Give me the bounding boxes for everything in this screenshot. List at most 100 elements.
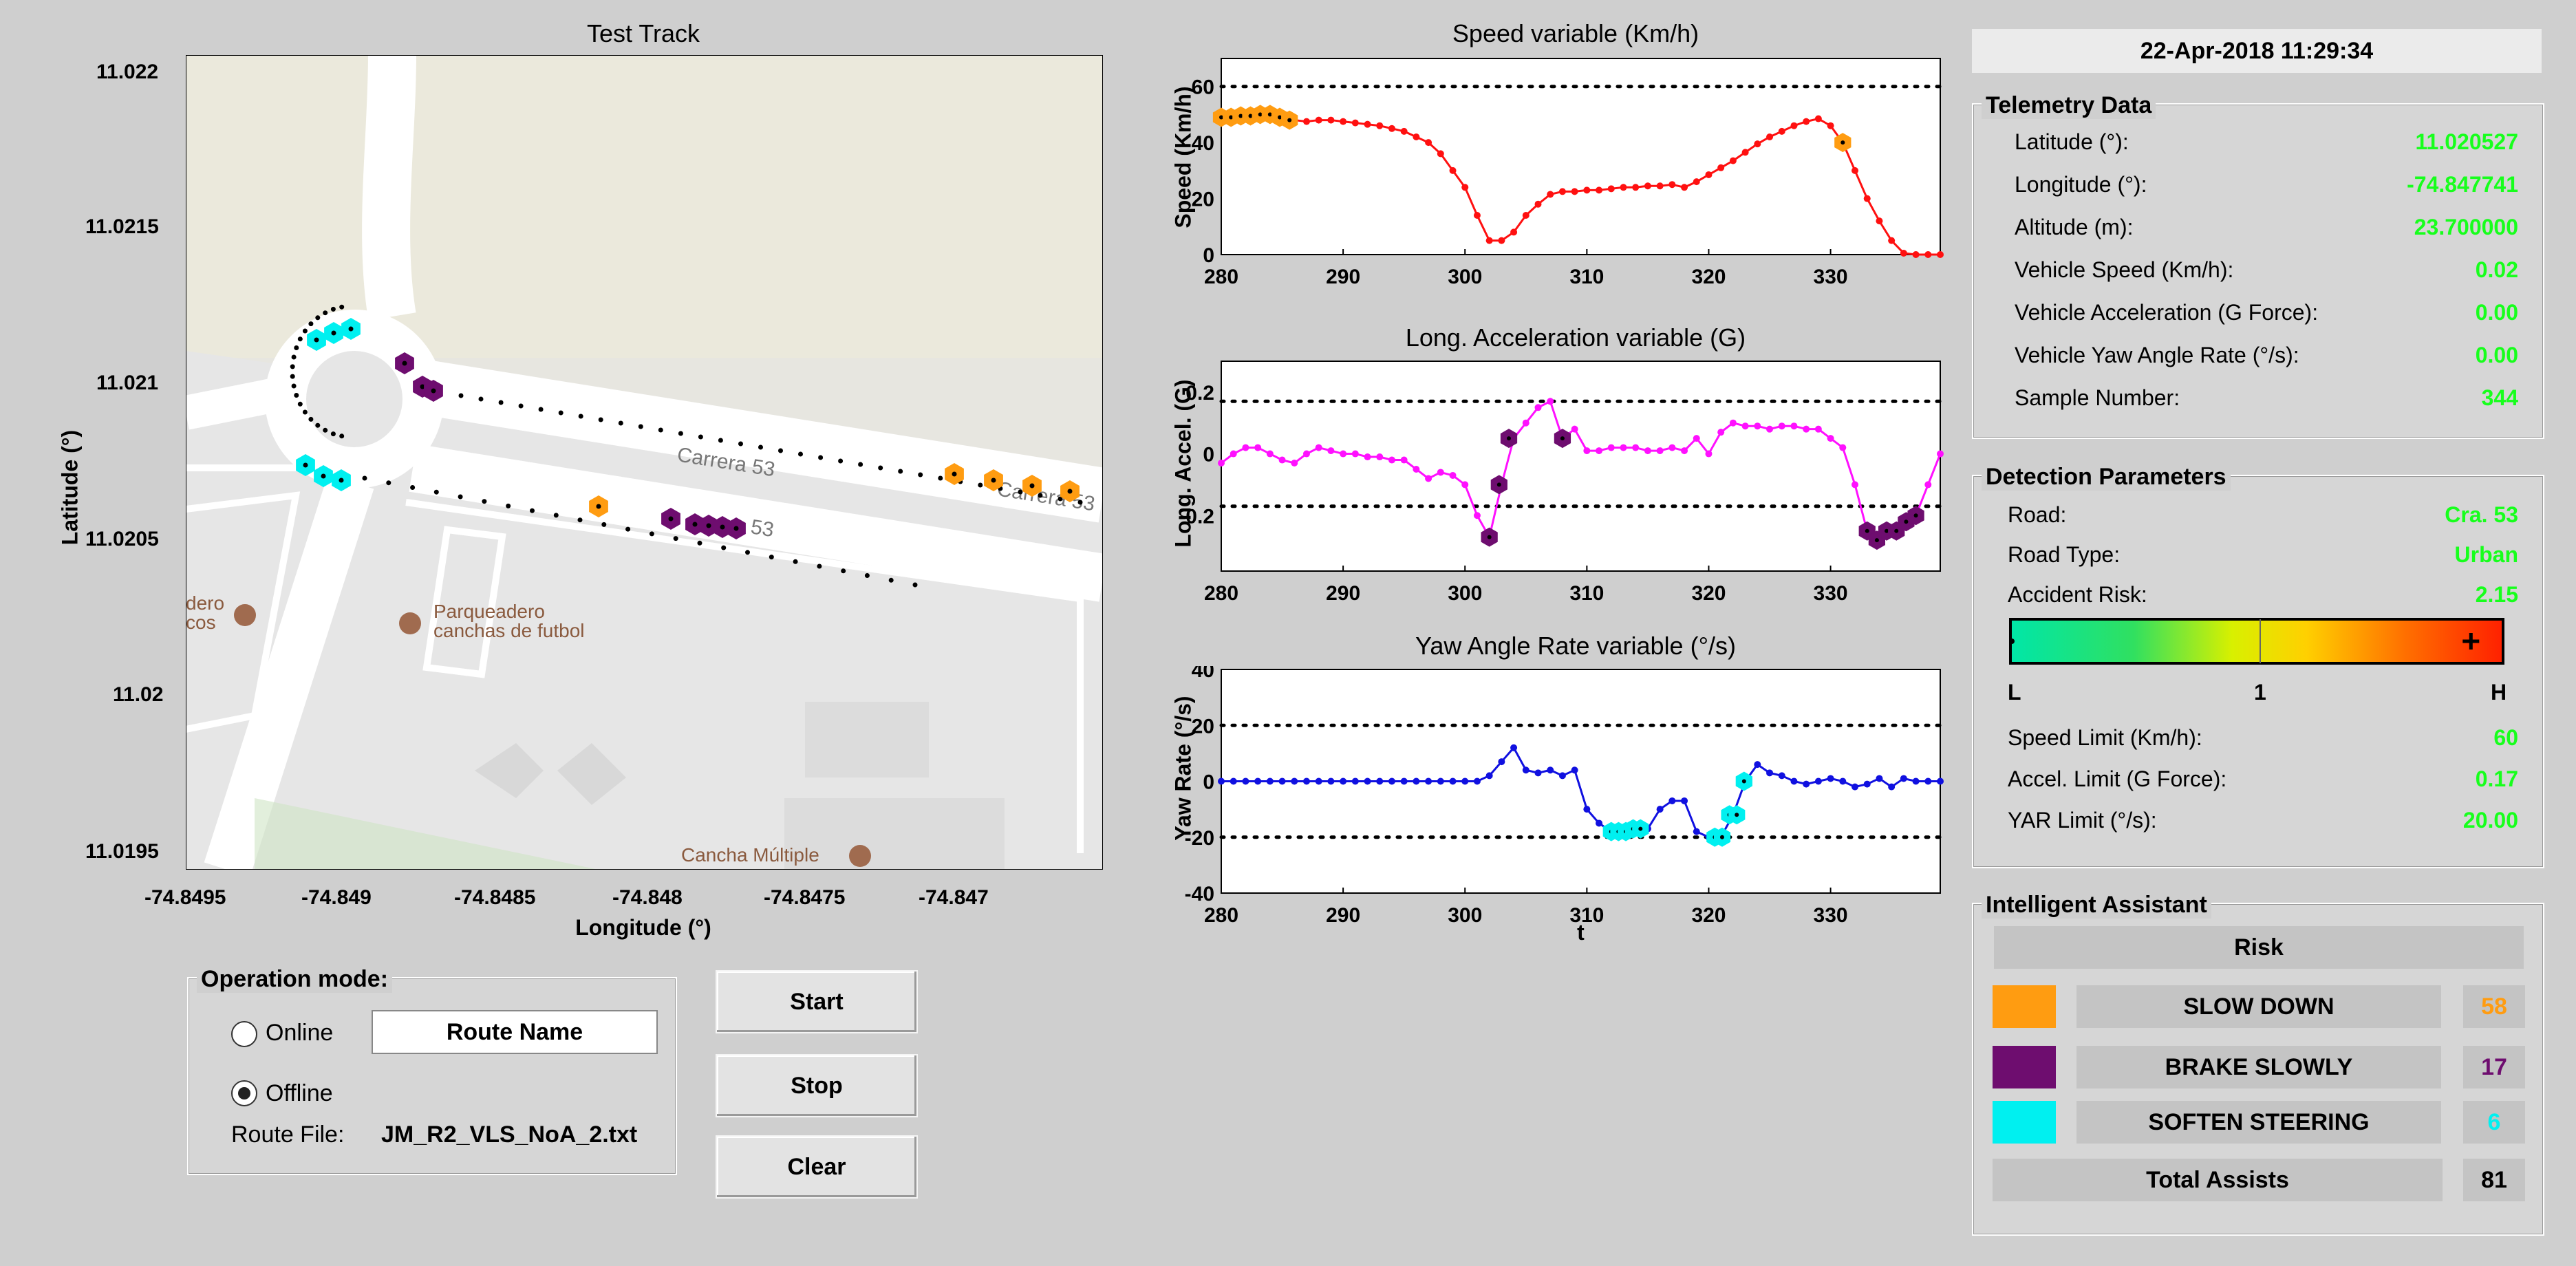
map-marker [314,465,333,487]
map-marker [332,469,351,491]
data-point [1778,422,1785,430]
telemetry-value: -74.847741 [2407,172,2518,197]
x-tick-label: 300 [1448,582,1482,605]
x-tick-label: 280 [1204,266,1238,288]
data-point [1705,450,1713,458]
track-dot [697,540,702,546]
data-point [1937,450,1944,458]
data-point [1485,237,1493,244]
track-dot [302,328,308,334]
slow-down-color [1993,985,2056,1028]
risk-marker [1481,527,1498,547]
data-point [1888,237,1896,244]
data-point [1863,195,1871,202]
x-tick: -74.849 [301,886,372,909]
track-dot [898,469,903,474]
data-point [1266,777,1274,785]
data-point [1449,167,1457,174]
track-dot [538,407,544,412]
offline-radio[interactable] [231,1080,257,1106]
data-point [1596,447,1603,455]
clear-button[interactable]: Clear [716,1135,918,1199]
telemetry-title: Telemetry Data [1982,92,2156,119]
y-tick-label: -40 [1185,883,1214,905]
risk-marker [1735,771,1752,791]
assistant-title: Intelligent Assistant [1982,892,2211,919]
data-point [1400,456,1408,464]
track-dot [294,393,299,398]
plot-area [1221,58,1941,255]
detection-title: Detection Parameters [1982,464,2231,491]
accel-chart[interactable]: 0.2 0 -0.2 280 290 300 310 320 330 [1177,358,1944,619]
data-point [1924,481,1932,489]
track-dot [578,414,583,419]
detection-label: Accident Risk: [2008,582,2147,607]
track-dot [291,354,297,360]
risk-gauge [2009,618,2504,665]
track-dot [1077,500,1083,505]
route-name-input[interactable]: Route Name [372,1010,658,1054]
soften-steering-count: 6 [2463,1101,2525,1144]
offline-radio-dot [238,1087,250,1099]
online-label: Online [266,1020,334,1046]
map-ylabel: Latitude (°) [57,429,83,546]
track-dot [718,438,723,443]
data-point [1425,139,1432,147]
offline-label: Offline [266,1080,333,1106]
track-dot [290,374,295,379]
stop-button[interactable]: Stop [716,1054,918,1117]
speed-limit-value: 60 [2493,725,2518,750]
data-point [1351,777,1359,785]
data-point [1827,775,1834,782]
yar-limit-label: YAR Limit (°/s): [2008,808,2157,833]
map-plot[interactable]: Parqueadero canchas de futbol dero cos C… [186,55,1103,870]
data-point [1254,444,1262,451]
y-tick-label: 20 [1192,715,1214,738]
data-point [1852,783,1859,791]
map-marker [307,329,326,351]
data-point [1596,186,1603,194]
telemetry-label: Altitude (m): [2015,215,2134,239]
telemetry-label: Vehicle Acceleration (G Force): [2015,300,2319,325]
start-button[interactable]: Start [716,970,918,1033]
track-dot [841,568,846,574]
accel-chart-title: Long. Acceleration variable (G) [1405,323,1746,352]
data-point [1340,118,1347,125]
track-dot [745,550,750,555]
datetime-display: 22-Apr-2018 11:29:34 [1972,29,2542,73]
online-radio[interactable] [231,1021,257,1047]
data-point [1534,404,1542,411]
data-point [1327,447,1335,455]
data-point [1814,115,1822,122]
telemetry-value: 344 [2481,385,2518,410]
data-point [1388,777,1395,785]
track-dot [530,508,535,513]
track-dot [478,396,484,402]
x-tick-label: 320 [1691,904,1726,927]
track-dot [978,482,983,488]
data-point [1705,171,1713,178]
track-dot [577,517,583,523]
data-point [1242,444,1249,451]
x-tick-label: 300 [1448,266,1482,288]
track-dot [323,427,328,433]
track-dot [838,458,844,464]
y-tick-label: -20 [1185,827,1214,850]
data-point [1571,425,1578,433]
data-point [1827,122,1834,129]
data-point [1218,460,1225,467]
track-dot [1038,493,1043,498]
map-marker [324,322,343,344]
map-marker [296,454,315,476]
data-point [1558,772,1566,780]
map-marker [661,508,680,530]
track-dot [638,424,643,429]
track-dot [339,304,345,310]
data-point [1437,150,1444,158]
data-point [1437,469,1444,476]
data-point [1278,777,1286,785]
telemetry-value: 11.020527 [2415,129,2519,154]
data-point [1827,435,1834,442]
